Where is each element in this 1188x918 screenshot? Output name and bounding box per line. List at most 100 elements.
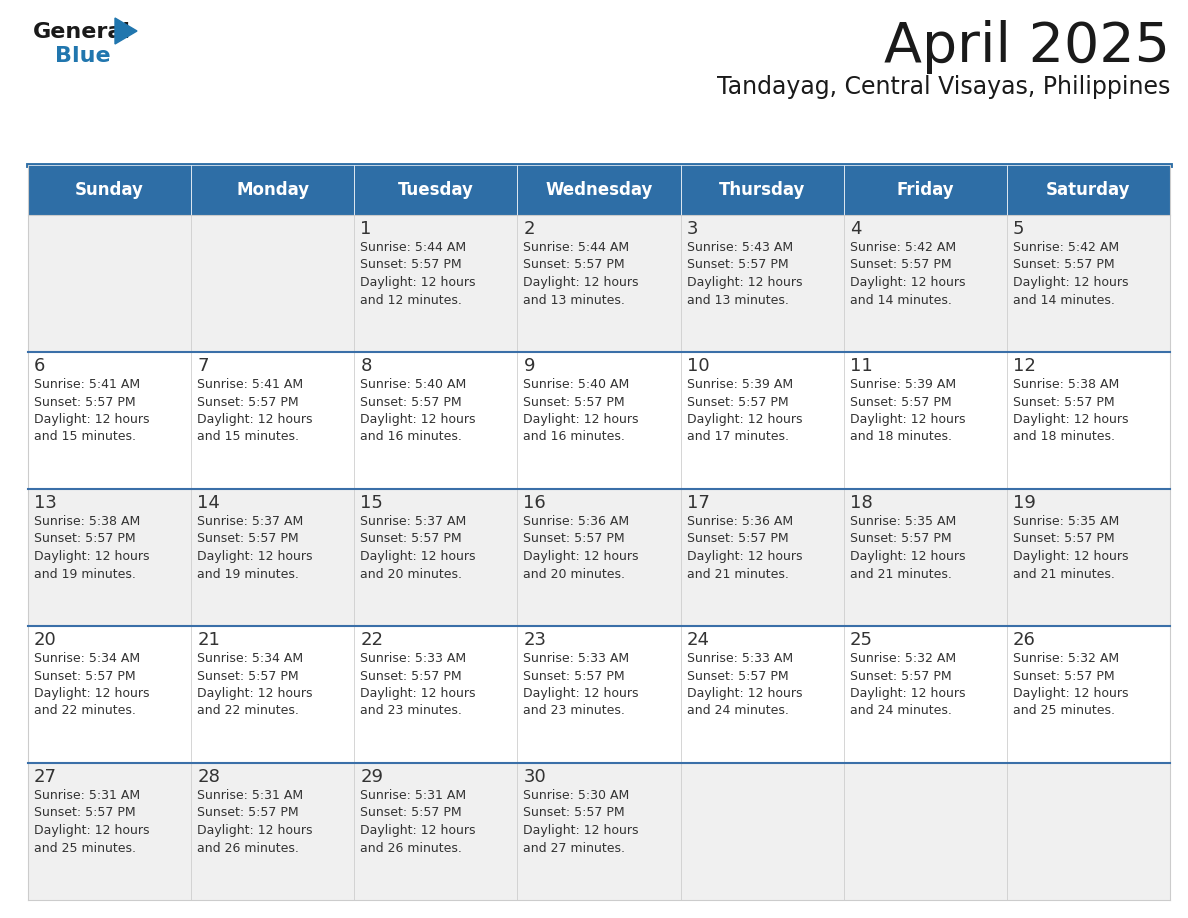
Text: 14: 14: [197, 494, 220, 512]
Bar: [681, 489, 843, 626]
Text: Sunrise: 5:41 AM
Sunset: 5:57 PM
Daylight: 12 hours
and 15 minutes.: Sunrise: 5:41 AM Sunset: 5:57 PM Dayligh…: [34, 378, 150, 443]
Bar: [518, 352, 681, 489]
Text: 30: 30: [524, 768, 546, 786]
Text: General: General: [33, 22, 131, 42]
Bar: [354, 626, 518, 763]
Bar: [518, 763, 681, 900]
Text: Sunrise: 5:43 AM
Sunset: 5:57 PM
Daylight: 12 hours
and 13 minutes.: Sunrise: 5:43 AM Sunset: 5:57 PM Dayligh…: [687, 241, 802, 307]
Text: Sunrise: 5:41 AM
Sunset: 5:57 PM
Daylight: 12 hours
and 15 minutes.: Sunrise: 5:41 AM Sunset: 5:57 PM Dayligh…: [197, 378, 312, 443]
Text: Sunrise: 5:34 AM
Sunset: 5:57 PM
Daylight: 12 hours
and 22 minutes.: Sunrise: 5:34 AM Sunset: 5:57 PM Dayligh…: [34, 652, 150, 718]
Polygon shape: [115, 18, 137, 44]
Bar: [354, 763, 518, 900]
Text: 10: 10: [687, 357, 709, 375]
Text: Friday: Friday: [897, 181, 954, 199]
Bar: [191, 215, 354, 352]
Bar: [1007, 626, 1170, 763]
Bar: [191, 763, 354, 900]
Bar: [191, 489, 354, 626]
Text: 22: 22: [360, 631, 384, 649]
Bar: [29, 626, 191, 763]
Bar: [843, 352, 1007, 489]
Text: Sunrise: 5:33 AM
Sunset: 5:57 PM
Daylight: 12 hours
and 23 minutes.: Sunrise: 5:33 AM Sunset: 5:57 PM Dayligh…: [524, 652, 639, 718]
Text: 19: 19: [1013, 494, 1036, 512]
Bar: [843, 215, 1007, 352]
Text: Sunrise: 5:40 AM
Sunset: 5:57 PM
Daylight: 12 hours
and 16 minutes.: Sunrise: 5:40 AM Sunset: 5:57 PM Dayligh…: [524, 378, 639, 443]
Bar: [354, 165, 518, 215]
Text: 1: 1: [360, 220, 372, 238]
Text: Sunrise: 5:38 AM
Sunset: 5:57 PM
Daylight: 12 hours
and 19 minutes.: Sunrise: 5:38 AM Sunset: 5:57 PM Dayligh…: [34, 515, 150, 580]
Text: 25: 25: [849, 631, 873, 649]
Text: Tuesday: Tuesday: [398, 181, 474, 199]
Text: Sunrise: 5:37 AM
Sunset: 5:57 PM
Daylight: 12 hours
and 20 minutes.: Sunrise: 5:37 AM Sunset: 5:57 PM Dayligh…: [360, 515, 475, 580]
Bar: [518, 489, 681, 626]
Text: Sunday: Sunday: [75, 181, 144, 199]
Text: Sunrise: 5:33 AM
Sunset: 5:57 PM
Daylight: 12 hours
and 24 minutes.: Sunrise: 5:33 AM Sunset: 5:57 PM Dayligh…: [687, 652, 802, 718]
Text: Thursday: Thursday: [719, 181, 805, 199]
Bar: [518, 626, 681, 763]
Text: Sunrise: 5:30 AM
Sunset: 5:57 PM
Daylight: 12 hours
and 27 minutes.: Sunrise: 5:30 AM Sunset: 5:57 PM Dayligh…: [524, 789, 639, 855]
Text: Sunrise: 5:42 AM
Sunset: 5:57 PM
Daylight: 12 hours
and 14 minutes.: Sunrise: 5:42 AM Sunset: 5:57 PM Dayligh…: [849, 241, 965, 307]
Text: Sunrise: 5:34 AM
Sunset: 5:57 PM
Daylight: 12 hours
and 22 minutes.: Sunrise: 5:34 AM Sunset: 5:57 PM Dayligh…: [197, 652, 312, 718]
Text: Sunrise: 5:37 AM
Sunset: 5:57 PM
Daylight: 12 hours
and 19 minutes.: Sunrise: 5:37 AM Sunset: 5:57 PM Dayligh…: [197, 515, 312, 580]
Text: 18: 18: [849, 494, 872, 512]
Bar: [843, 489, 1007, 626]
Bar: [1007, 489, 1170, 626]
Text: 12: 12: [1013, 357, 1036, 375]
Text: 17: 17: [687, 494, 709, 512]
Text: 11: 11: [849, 357, 872, 375]
Bar: [191, 352, 354, 489]
Text: 23: 23: [524, 631, 546, 649]
Text: 21: 21: [197, 631, 220, 649]
Text: Sunrise: 5:40 AM
Sunset: 5:57 PM
Daylight: 12 hours
and 16 minutes.: Sunrise: 5:40 AM Sunset: 5:57 PM Dayligh…: [360, 378, 475, 443]
Text: Blue: Blue: [55, 46, 110, 66]
Bar: [191, 626, 354, 763]
Bar: [518, 165, 681, 215]
Bar: [354, 215, 518, 352]
Text: 4: 4: [849, 220, 861, 238]
Text: 9: 9: [524, 357, 535, 375]
Text: April 2025: April 2025: [884, 20, 1170, 74]
Bar: [681, 763, 843, 900]
Text: 13: 13: [34, 494, 57, 512]
Text: Sunrise: 5:39 AM
Sunset: 5:57 PM
Daylight: 12 hours
and 17 minutes.: Sunrise: 5:39 AM Sunset: 5:57 PM Dayligh…: [687, 378, 802, 443]
Text: Saturday: Saturday: [1047, 181, 1131, 199]
Text: Sunrise: 5:31 AM
Sunset: 5:57 PM
Daylight: 12 hours
and 26 minutes.: Sunrise: 5:31 AM Sunset: 5:57 PM Dayligh…: [197, 789, 312, 855]
Text: 5: 5: [1013, 220, 1024, 238]
Bar: [1007, 165, 1170, 215]
Text: 2: 2: [524, 220, 535, 238]
Bar: [843, 165, 1007, 215]
Text: 27: 27: [34, 768, 57, 786]
Bar: [843, 763, 1007, 900]
Text: Sunrise: 5:35 AM
Sunset: 5:57 PM
Daylight: 12 hours
and 21 minutes.: Sunrise: 5:35 AM Sunset: 5:57 PM Dayligh…: [849, 515, 965, 580]
Text: Sunrise: 5:35 AM
Sunset: 5:57 PM
Daylight: 12 hours
and 21 minutes.: Sunrise: 5:35 AM Sunset: 5:57 PM Dayligh…: [1013, 515, 1129, 580]
Text: 15: 15: [360, 494, 384, 512]
Text: Sunrise: 5:44 AM
Sunset: 5:57 PM
Daylight: 12 hours
and 12 minutes.: Sunrise: 5:44 AM Sunset: 5:57 PM Dayligh…: [360, 241, 475, 307]
Text: 7: 7: [197, 357, 209, 375]
Text: Tandayag, Central Visayas, Philippines: Tandayag, Central Visayas, Philippines: [716, 75, 1170, 99]
Text: Sunrise: 5:33 AM
Sunset: 5:57 PM
Daylight: 12 hours
and 23 minutes.: Sunrise: 5:33 AM Sunset: 5:57 PM Dayligh…: [360, 652, 475, 718]
Text: Sunrise: 5:36 AM
Sunset: 5:57 PM
Daylight: 12 hours
and 20 minutes.: Sunrise: 5:36 AM Sunset: 5:57 PM Dayligh…: [524, 515, 639, 580]
Bar: [1007, 215, 1170, 352]
Text: Sunrise: 5:39 AM
Sunset: 5:57 PM
Daylight: 12 hours
and 18 minutes.: Sunrise: 5:39 AM Sunset: 5:57 PM Dayligh…: [849, 378, 965, 443]
Bar: [681, 165, 843, 215]
Text: 3: 3: [687, 220, 699, 238]
Text: 20: 20: [34, 631, 57, 649]
Bar: [354, 352, 518, 489]
Bar: [354, 489, 518, 626]
Bar: [29, 215, 191, 352]
Bar: [1007, 763, 1170, 900]
Text: Monday: Monday: [236, 181, 309, 199]
Text: Sunrise: 5:38 AM
Sunset: 5:57 PM
Daylight: 12 hours
and 18 minutes.: Sunrise: 5:38 AM Sunset: 5:57 PM Dayligh…: [1013, 378, 1129, 443]
Bar: [681, 352, 843, 489]
Text: Sunrise: 5:36 AM
Sunset: 5:57 PM
Daylight: 12 hours
and 21 minutes.: Sunrise: 5:36 AM Sunset: 5:57 PM Dayligh…: [687, 515, 802, 580]
Bar: [1007, 352, 1170, 489]
Text: Sunrise: 5:32 AM
Sunset: 5:57 PM
Daylight: 12 hours
and 24 minutes.: Sunrise: 5:32 AM Sunset: 5:57 PM Dayligh…: [849, 652, 965, 718]
Text: Sunrise: 5:32 AM
Sunset: 5:57 PM
Daylight: 12 hours
and 25 minutes.: Sunrise: 5:32 AM Sunset: 5:57 PM Dayligh…: [1013, 652, 1129, 718]
Text: 6: 6: [34, 357, 45, 375]
Text: 29: 29: [360, 768, 384, 786]
Text: 24: 24: [687, 631, 709, 649]
Text: 8: 8: [360, 357, 372, 375]
Bar: [29, 165, 191, 215]
Bar: [29, 763, 191, 900]
Bar: [681, 626, 843, 763]
